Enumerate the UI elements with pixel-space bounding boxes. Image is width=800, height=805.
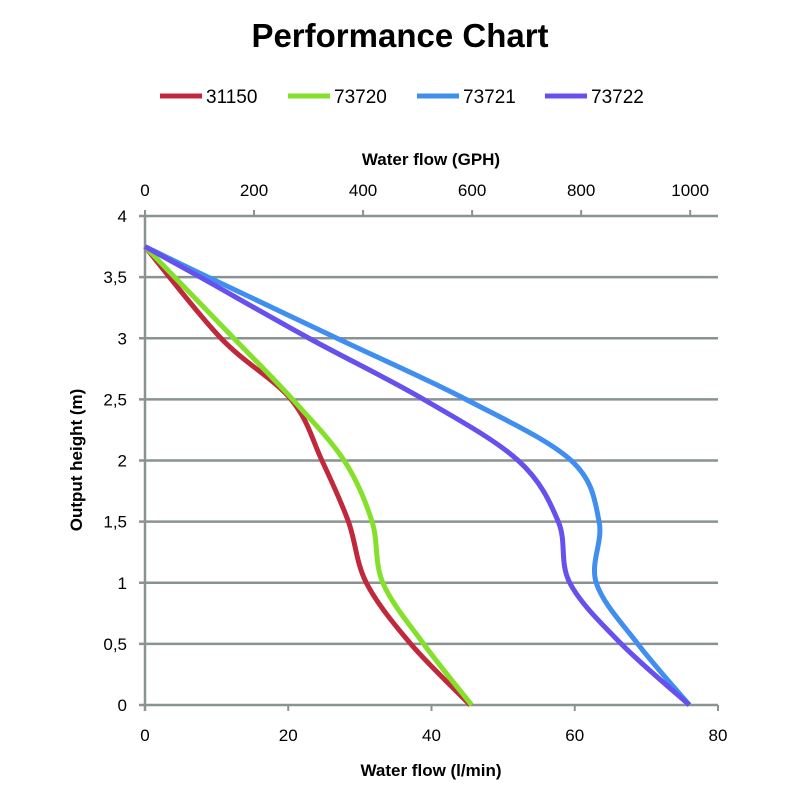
y-axis-label: Output height (m) xyxy=(67,389,86,532)
x2-axis-label: Water flow (GPH) xyxy=(362,150,500,169)
x-tick-label: 60 xyxy=(565,726,584,745)
y-tick-label: 0,5 xyxy=(103,635,127,654)
legend-label-31150: 31150 xyxy=(206,87,257,108)
legend: 31150 73720 73721 73722 xyxy=(160,87,644,108)
x2-tick-label: 600 xyxy=(458,181,486,200)
x-tick-label: 80 xyxy=(709,726,728,745)
series-line-73722 xyxy=(143,244,692,707)
x2-tick-label: 0 xyxy=(140,181,149,200)
legend-label-73721: 73721 xyxy=(463,87,516,108)
y-tick-label: 2 xyxy=(118,452,127,471)
x2-tick-label: 800 xyxy=(567,181,595,200)
series-line-73721 xyxy=(143,244,692,707)
y-tick-label: 1,5 xyxy=(103,513,127,532)
series-line-73720 xyxy=(143,244,474,707)
legend-label-73720: 73720 xyxy=(334,87,387,108)
x2-tick-label: 400 xyxy=(349,181,377,200)
tick-labels: 00,511,522,533,540 20 40 60 800 200 400 600 800 1… xyxy=(103,181,727,745)
chart-title: Performance Chart xyxy=(251,17,548,54)
x-axis-label: Water flow (l/min) xyxy=(360,761,501,780)
x-tick-label: 0 xyxy=(140,726,149,745)
x-tick-label: 40 xyxy=(422,726,441,745)
x2-tick-label: 200 xyxy=(240,181,268,200)
y-tick-label: 2,5 xyxy=(103,390,127,409)
legend-label-73722: 73722 xyxy=(591,87,644,108)
series-lines xyxy=(143,244,692,707)
x2-tick-label: 1000 xyxy=(671,181,709,200)
series-line-31150 xyxy=(143,244,472,707)
y-tick-label: 4 xyxy=(118,207,127,226)
x-tick-label: 20 xyxy=(279,726,298,745)
y-tick-label: 3,5 xyxy=(103,268,127,287)
y-tick-label: 0 xyxy=(118,696,127,715)
y-tick-label: 1 xyxy=(118,574,127,593)
y-tick-label: 3 xyxy=(118,329,127,348)
